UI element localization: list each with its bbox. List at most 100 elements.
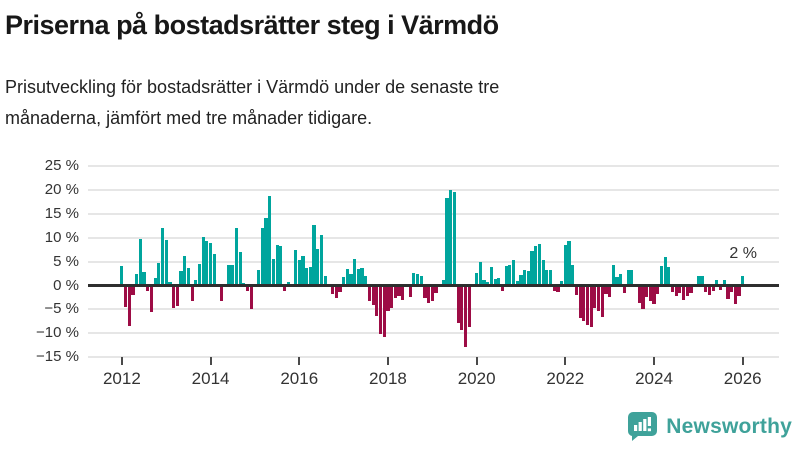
bar-negative xyxy=(463,287,468,348)
newsworthy-logo-icon xyxy=(628,412,658,441)
y-tick-label: 10 % xyxy=(44,228,79,246)
bar-negative xyxy=(408,287,412,298)
bar-positive xyxy=(260,228,264,286)
bar-positive xyxy=(275,244,279,286)
bar-negative xyxy=(190,287,194,302)
bar-negative xyxy=(367,287,372,301)
bar-positive xyxy=(534,245,538,286)
bar-positive xyxy=(205,241,209,286)
bar-positive xyxy=(412,272,416,286)
bar-negative xyxy=(641,287,645,309)
bar-negative xyxy=(737,287,741,297)
bar-positive xyxy=(353,259,357,286)
bar-positive xyxy=(489,266,494,286)
x-tick-label: 2022 xyxy=(546,369,585,388)
x-tick-label: 2014 xyxy=(191,369,230,388)
bar-negative xyxy=(552,287,556,292)
bar-negative xyxy=(608,287,612,298)
bar-positive xyxy=(700,276,704,286)
bar-negative xyxy=(393,287,397,298)
bar-positive xyxy=(486,281,490,286)
bar-positive xyxy=(541,259,545,286)
bar-positive xyxy=(323,275,327,286)
gridline xyxy=(88,356,779,359)
bar-negative xyxy=(733,287,737,305)
bar-positive xyxy=(312,224,316,286)
bar-negative xyxy=(149,287,154,312)
bar-negative xyxy=(390,287,394,308)
bar-positive xyxy=(135,274,139,286)
bar-positive xyxy=(349,273,353,286)
bar-positive xyxy=(293,250,298,286)
bar-positive xyxy=(515,281,519,286)
bar-negative xyxy=(578,287,582,319)
bar-positive xyxy=(271,258,275,286)
bar-positive xyxy=(504,266,508,286)
zero-axis-line xyxy=(88,284,779,287)
bar-negative xyxy=(681,287,686,301)
bar-negative xyxy=(604,287,608,294)
bar-positive xyxy=(179,270,183,286)
bar-negative xyxy=(685,287,689,297)
newsworthy-logo-text: Newsworthy xyxy=(666,414,792,438)
x-tick-label: 2018 xyxy=(369,369,407,388)
bar-positive xyxy=(741,275,745,286)
bar-positive xyxy=(308,267,312,286)
bar-positive xyxy=(571,265,575,286)
bar-positive xyxy=(360,268,364,286)
bar-negative xyxy=(704,287,708,292)
bar-negative xyxy=(127,287,131,326)
bar-chart-plot-area xyxy=(88,153,779,365)
bar-positive xyxy=(157,262,161,286)
bar-positive xyxy=(441,279,445,286)
bar-negative xyxy=(375,287,379,317)
bar-positive xyxy=(545,269,549,286)
bar-negative xyxy=(378,287,383,335)
y-tick-label: −15 % xyxy=(36,348,79,366)
bar-positive xyxy=(619,274,623,286)
bar-positive xyxy=(364,275,368,286)
bar-positive xyxy=(526,270,530,286)
bar-negative xyxy=(330,287,335,295)
bar-positive xyxy=(160,227,165,286)
bar-negative xyxy=(386,287,390,311)
bar-positive xyxy=(234,228,239,286)
bar-positive xyxy=(319,235,324,286)
bar-negative xyxy=(245,287,250,291)
bar-positive xyxy=(301,256,305,286)
bar-negative xyxy=(652,287,656,304)
bar-positive xyxy=(183,256,187,286)
bar-negative xyxy=(500,287,505,291)
bar-positive xyxy=(482,280,486,286)
bar-negative xyxy=(556,287,560,292)
gridline xyxy=(88,188,779,191)
y-tick-label: 5 % xyxy=(53,252,79,270)
bar-positive xyxy=(615,276,619,286)
bar-negative xyxy=(645,287,649,297)
bar-negative xyxy=(430,287,434,302)
bar-negative xyxy=(574,287,578,296)
bar-negative xyxy=(434,287,438,294)
x-tick-label: 2024 xyxy=(635,369,673,388)
bar-negative xyxy=(600,287,604,318)
bar-negative xyxy=(456,287,460,323)
y-tick-label: 25 % xyxy=(44,156,79,174)
x-tick-label: 2020 xyxy=(457,369,496,388)
bar-negative xyxy=(670,287,675,292)
bar-negative xyxy=(282,287,287,291)
bar-positive xyxy=(696,276,700,286)
bar-positive xyxy=(419,276,423,286)
bar-positive xyxy=(212,254,216,286)
bar-positive xyxy=(305,267,309,286)
bar-negative xyxy=(589,287,593,327)
x-tick xyxy=(120,357,123,365)
bar-negative xyxy=(382,287,386,337)
bar-negative xyxy=(582,287,586,321)
bar-negative xyxy=(123,287,128,308)
bar-negative xyxy=(371,287,375,306)
bar-positive xyxy=(659,266,663,286)
bar-positive xyxy=(227,264,231,286)
bar-positive xyxy=(186,267,190,286)
bar-positive xyxy=(567,240,571,286)
